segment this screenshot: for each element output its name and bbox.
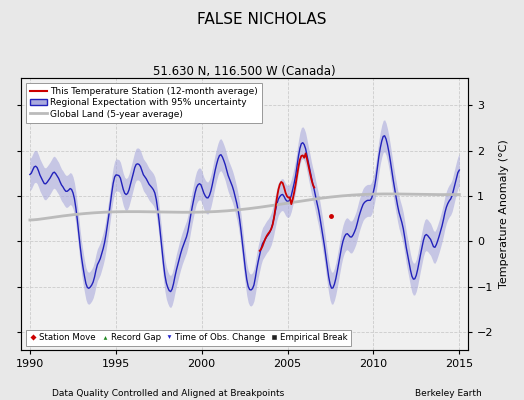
- Text: Data Quality Controlled and Aligned at Breakpoints: Data Quality Controlled and Aligned at B…: [52, 389, 285, 398]
- Title: 51.630 N, 116.500 W (Canada): 51.630 N, 116.500 W (Canada): [154, 65, 336, 78]
- Text: FALSE NICHOLAS: FALSE NICHOLAS: [197, 12, 327, 27]
- Y-axis label: Temperature Anomaly (°C): Temperature Anomaly (°C): [499, 140, 509, 288]
- Legend: Station Move, Record Gap, Time of Obs. Change, Empirical Break: Station Move, Record Gap, Time of Obs. C…: [26, 330, 352, 346]
- Text: Berkeley Earth: Berkeley Earth: [416, 389, 482, 398]
